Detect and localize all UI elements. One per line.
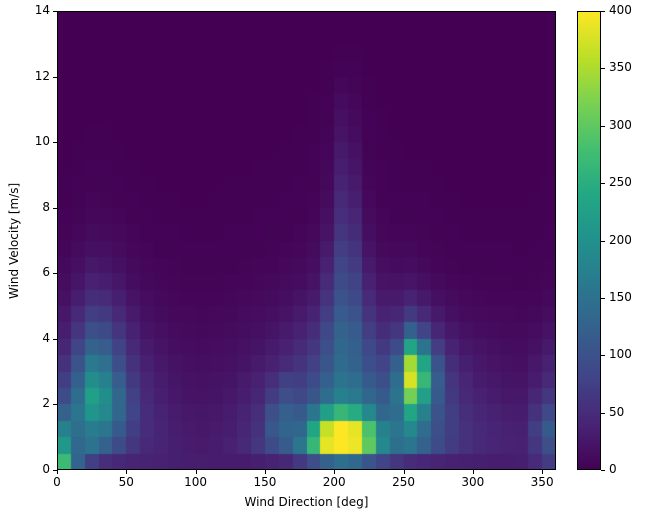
y-tick-mark bbox=[53, 273, 57, 275]
colorbar-tick-mark bbox=[601, 11, 605, 12]
y-tick-label: 8 bbox=[42, 199, 50, 214]
x-tick-label: 250 bbox=[392, 475, 415, 489]
y-tick-mark bbox=[53, 207, 57, 209]
x-tick-label: 350 bbox=[530, 475, 554, 489]
y-tick-mark bbox=[53, 338, 57, 340]
y-tick-mark bbox=[53, 470, 57, 471]
x-tick-mark bbox=[334, 470, 336, 474]
y-tick-mark bbox=[53, 76, 57, 78]
y-tick-label: 6 bbox=[42, 265, 50, 280]
y-tick-label: 0 bbox=[42, 462, 50, 476]
colorbar-tick-mark bbox=[601, 125, 605, 127]
y-tick-label: 14 bbox=[34, 3, 50, 17]
colorbar-tick-mark bbox=[601, 240, 605, 242]
colorbar-tick-mark bbox=[601, 412, 605, 414]
x-tick-label: 0 bbox=[53, 475, 61, 489]
heatmap-canvas bbox=[57, 11, 556, 470]
x-tick-mark bbox=[472, 470, 474, 474]
y-tick-mark bbox=[53, 142, 57, 144]
colorbar-tick-label: 350 bbox=[609, 60, 632, 75]
x-tick-mark bbox=[195, 470, 197, 474]
colorbar-tick-label: 50 bbox=[609, 404, 625, 419]
x-tick-mark bbox=[542, 470, 544, 474]
x-tick-label: 150 bbox=[253, 475, 277, 489]
colorbar-tick-mark bbox=[601, 68, 605, 70]
colorbar-tick-label: 150 bbox=[609, 289, 632, 304]
colorbar-tick-mark bbox=[601, 470, 605, 471]
x-tick-mark bbox=[403, 470, 405, 474]
y-tick-label: 12 bbox=[34, 68, 50, 83]
x-tick-label: 100 bbox=[184, 475, 208, 489]
colorbar-tick-mark bbox=[601, 297, 605, 299]
y-tick-label: 10 bbox=[34, 134, 50, 149]
y-tick-label: 4 bbox=[42, 330, 50, 345]
x-tick-label: 300 bbox=[461, 475, 485, 489]
colorbar-tick-mark bbox=[601, 183, 605, 185]
x-tick-mark bbox=[126, 470, 128, 474]
colorbar-tick-label: 100 bbox=[609, 347, 632, 362]
x-tick-label: 200 bbox=[322, 475, 346, 489]
y-tick-mark bbox=[53, 11, 57, 12]
colorbar-tick-mark bbox=[601, 355, 605, 357]
colorbar bbox=[577, 11, 601, 470]
x-tick-mark bbox=[264, 470, 266, 474]
colorbar-tick-label: 300 bbox=[609, 117, 632, 132]
y-tick-mark bbox=[53, 404, 57, 406]
y-tick-label: 2 bbox=[42, 396, 50, 411]
x-axis-label: Wind Direction [deg] bbox=[244, 495, 369, 509]
colorbar-tick-label: 0 bbox=[609, 462, 617, 476]
x-tick-mark bbox=[57, 470, 58, 474]
colorbar-tick-label: 400 bbox=[609, 3, 632, 17]
x-tick-label: 50 bbox=[118, 475, 134, 489]
colorbar-tick-label: 250 bbox=[609, 175, 632, 190]
colorbar-tick-label: 200 bbox=[609, 232, 632, 247]
